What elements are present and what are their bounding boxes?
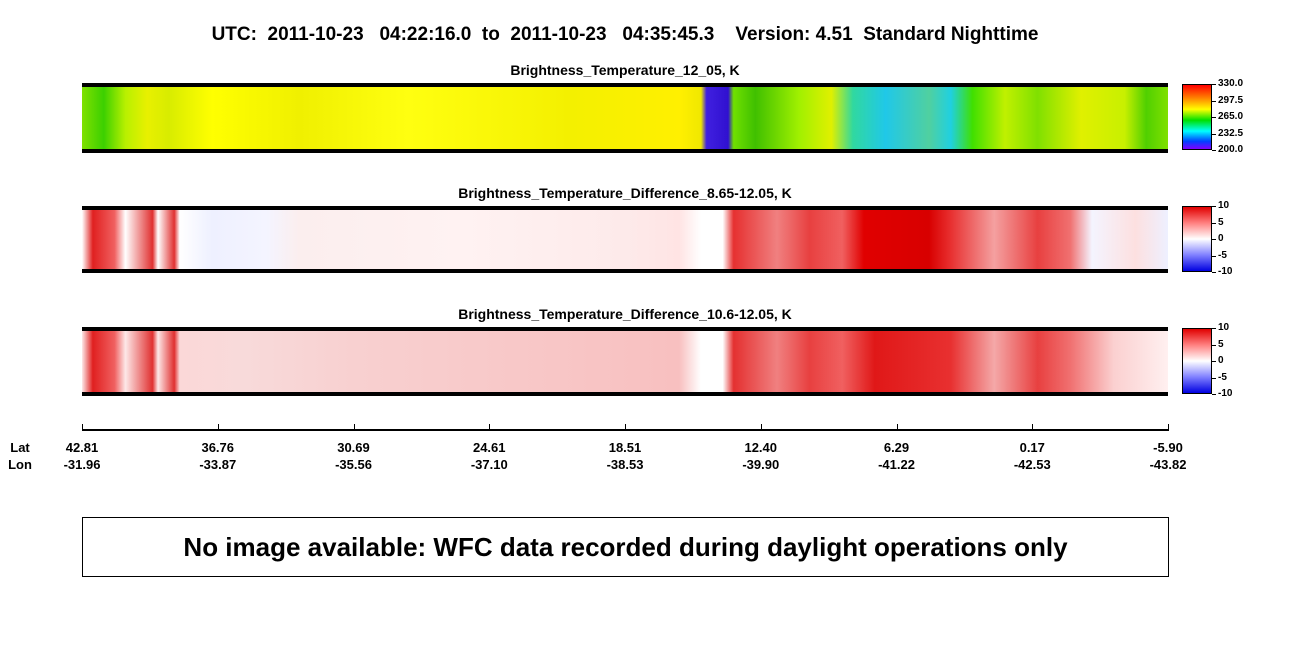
lon-label: -38.53 [606,457,644,472]
x-tick [489,424,491,430]
x-tick [760,424,762,430]
colorbar-tick [1212,133,1216,135]
message: No image available: WFC data recorded du… [183,531,1068,562]
colorbar-tick-label: 10 [1218,322,1230,333]
x-tick [1032,424,1034,430]
colorbar-tick [1212,117,1216,118]
panel-title: Brightness_Temperature_Difference_10.6-1… [458,306,792,322]
lat-label: 36.76 [201,440,235,455]
lat-label: 24.61 [472,440,506,455]
x-axis-line [82,429,1169,431]
colorbar-tick-label: 265.0 [1218,111,1244,122]
colorbar [1182,84,1212,150]
colorbar-tick-label: 0 [1218,233,1224,244]
x-tick [1168,424,1169,430]
colorbar-tick [1212,328,1216,329]
colorbar-tick-label: 0 [1218,355,1224,366]
lat-label: -5.90 [1153,440,1183,455]
colorbar-tick [1212,377,1216,379]
lat-label: 30.69 [337,440,370,455]
colorbar-tick-label: 297.5 [1218,94,1244,106]
lon-label: -31.96 [63,457,101,472]
colorbar-tick [1212,272,1216,273]
lon-label: -41.22 [878,457,915,472]
image-strip [82,206,1168,273]
colorbar-tick [1212,361,1216,362]
colorbar-tick-label: -5 [1218,371,1227,383]
page-title: UTC: 2011-10-23 04:22:16.0 to 2011-10-23… [211,24,1039,45]
colorbar-tick-label: 330.0 [1218,78,1244,89]
colorbar-tick-label: 5 [1218,216,1224,228]
x-tick [896,424,898,430]
lon-label: -33.87 [199,457,237,472]
colorbar-tick [1212,222,1216,224]
lon-label: -43.82 [1149,457,1187,472]
x-tick [353,424,355,430]
lat-label: 6.29 [883,440,910,455]
lat-label: 18.51 [608,440,642,455]
colorbar-tick [1212,255,1216,257]
colorbar-tick-label: -10 [1218,388,1233,399]
colorbar-tick-label: 200.0 [1218,144,1244,155]
x-tick [82,424,83,430]
colorbar [1182,328,1212,394]
lon-label: -39.90 [742,457,780,472]
lon-label: -37.10 [470,457,508,472]
colorbar-tick-label: 10 [1218,200,1230,211]
lat-title: Lat [10,440,30,455]
colorbar-tick [1212,239,1216,240]
lat-label: 0.17 [1019,440,1045,455]
colorbar-tick [1212,344,1216,346]
x-tick [217,424,219,430]
colorbar [1182,206,1212,272]
panel-title: Brightness_Temperature_Difference_8.65-1… [458,185,792,201]
image-strip [82,83,1168,153]
colorbar-tick [1212,206,1216,207]
colorbar-tick-label: -5 [1218,249,1227,261]
panel-title: Brightness_Temperature_12_05, K [510,62,740,78]
colorbar-tick [1212,394,1216,395]
colorbar-tick [1212,150,1216,151]
colorbar-tick [1212,100,1216,102]
lat-label: 12.40 [744,440,778,455]
lon-label: -35.56 [335,457,372,472]
colorbar-tick-label: -10 [1218,266,1233,277]
message-box: No image available: WFC data recorded du… [82,517,1169,577]
colorbar-tick [1212,84,1216,85]
image-strip [82,327,1168,396]
lon-title: Lon [8,457,32,472]
lon-label: -42.53 [1013,457,1051,472]
colorbar-tick-label: 5 [1218,338,1224,350]
colorbar-tick-label: 232.5 [1218,127,1244,139]
lat-label: 42.81 [65,440,99,455]
x-tick [625,424,626,430]
